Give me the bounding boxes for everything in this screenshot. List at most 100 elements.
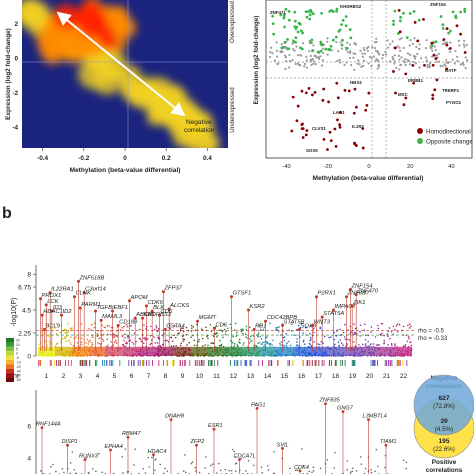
lower-point [289,467,291,470]
colorbar-tick-label: 10 [16,343,20,347]
point-red [304,91,308,95]
lower-point [194,466,196,469]
lower-peak-gene-label: RBM47 [122,431,142,437]
manhattan-density [395,346,412,356]
strip-bar [70,360,72,366]
point-gray [425,39,428,42]
manhattan-point [106,324,109,327]
point-gray [298,64,301,67]
lower-point [205,456,207,458]
point-red [413,20,417,24]
lower-point [375,448,378,451]
point-gray [435,60,438,63]
lower-peak-point [195,443,198,447]
point-gray [335,40,338,44]
manhattan-point [91,324,93,326]
manhattan-point [174,336,177,339]
point-gray [366,49,369,52]
chromosome-label: 9 [181,373,185,380]
manhattan-point [114,339,117,342]
manhattan-point [283,339,286,342]
point-red [411,64,415,67]
point-green [319,40,323,44]
lower-point [147,456,150,459]
peak-gene-label: HDAC1 [43,309,63,315]
lower-peak-gene-label: ZNF835 [319,398,341,404]
lower-point [234,463,237,465]
point-gray [412,60,415,64]
point-gray [293,49,296,52]
strip-bar [137,360,139,366]
peak-point [39,297,43,301]
lower-point [326,459,329,461]
strip-bar [397,360,399,366]
manhattan-point [242,332,244,335]
peak-point [50,309,54,313]
manhattan-point [396,323,399,325]
point-red [321,98,325,102]
venn-positive-value: 195 [438,438,449,445]
colorbar-segment [6,338,14,343]
lower-peak-point [66,443,69,447]
lower-point [217,462,220,465]
manhattan-point [149,343,151,346]
manhattan-point [85,342,87,344]
strip-bar [388,360,390,366]
density-blob [22,0,45,28]
point-red [300,127,304,130]
point-green [459,10,462,14]
point-gray [310,63,313,67]
point-green [284,7,288,11]
peak-gene-label: GSTA4 [166,323,185,329]
strip-bar [314,360,316,366]
manhattan-point [220,343,223,346]
manhattan-point [249,338,251,340]
manhattan-point [283,336,286,339]
point-green [393,9,397,13]
strip-bar [402,360,404,366]
point-label: TRERF1 [442,88,460,93]
manhattan-point [338,344,340,347]
manhattan-point [377,327,380,330]
point-green [329,44,333,48]
point-gray [448,50,452,53]
manhattan-point [258,341,261,344]
manhattan-point [96,332,99,335]
manhattan-density [293,346,310,356]
point-gray [326,37,329,40]
lower-point [308,470,311,473]
strip-bar [56,360,58,366]
manhattan-point [328,336,330,339]
point-gray [408,44,411,47]
point-gray [288,66,291,69]
point-gray [371,45,374,49]
lower-peak-gene-label: RUNX3 [79,454,99,460]
x-tick-label: 0.2 [162,155,171,162]
point-label: PYGO1 [446,100,462,105]
manhattan-point [157,336,159,339]
point-red [301,122,304,126]
peak-gene-label: C3orf14 [85,287,106,293]
point-red [445,27,449,31]
point-gray [463,45,466,48]
manhattan-point [143,324,145,326]
manhattan-density [157,346,174,356]
manhattan-point [144,338,146,341]
manhattan-point [63,336,66,339]
point-green [396,32,400,35]
point-gray [395,66,398,69]
manhattan-point [261,343,263,345]
manhattan-point [389,337,391,340]
manhattan-point [404,343,407,346]
manhattan-point [190,336,192,339]
point-red [404,96,408,100]
manhattan-density [55,346,72,356]
point-red [296,104,300,108]
point-gray [425,59,429,62]
point-red [310,93,314,97]
point-label: HBX4 [350,80,362,85]
lower-point [302,464,305,467]
strip-bar [262,360,264,366]
point-green [282,16,286,20]
